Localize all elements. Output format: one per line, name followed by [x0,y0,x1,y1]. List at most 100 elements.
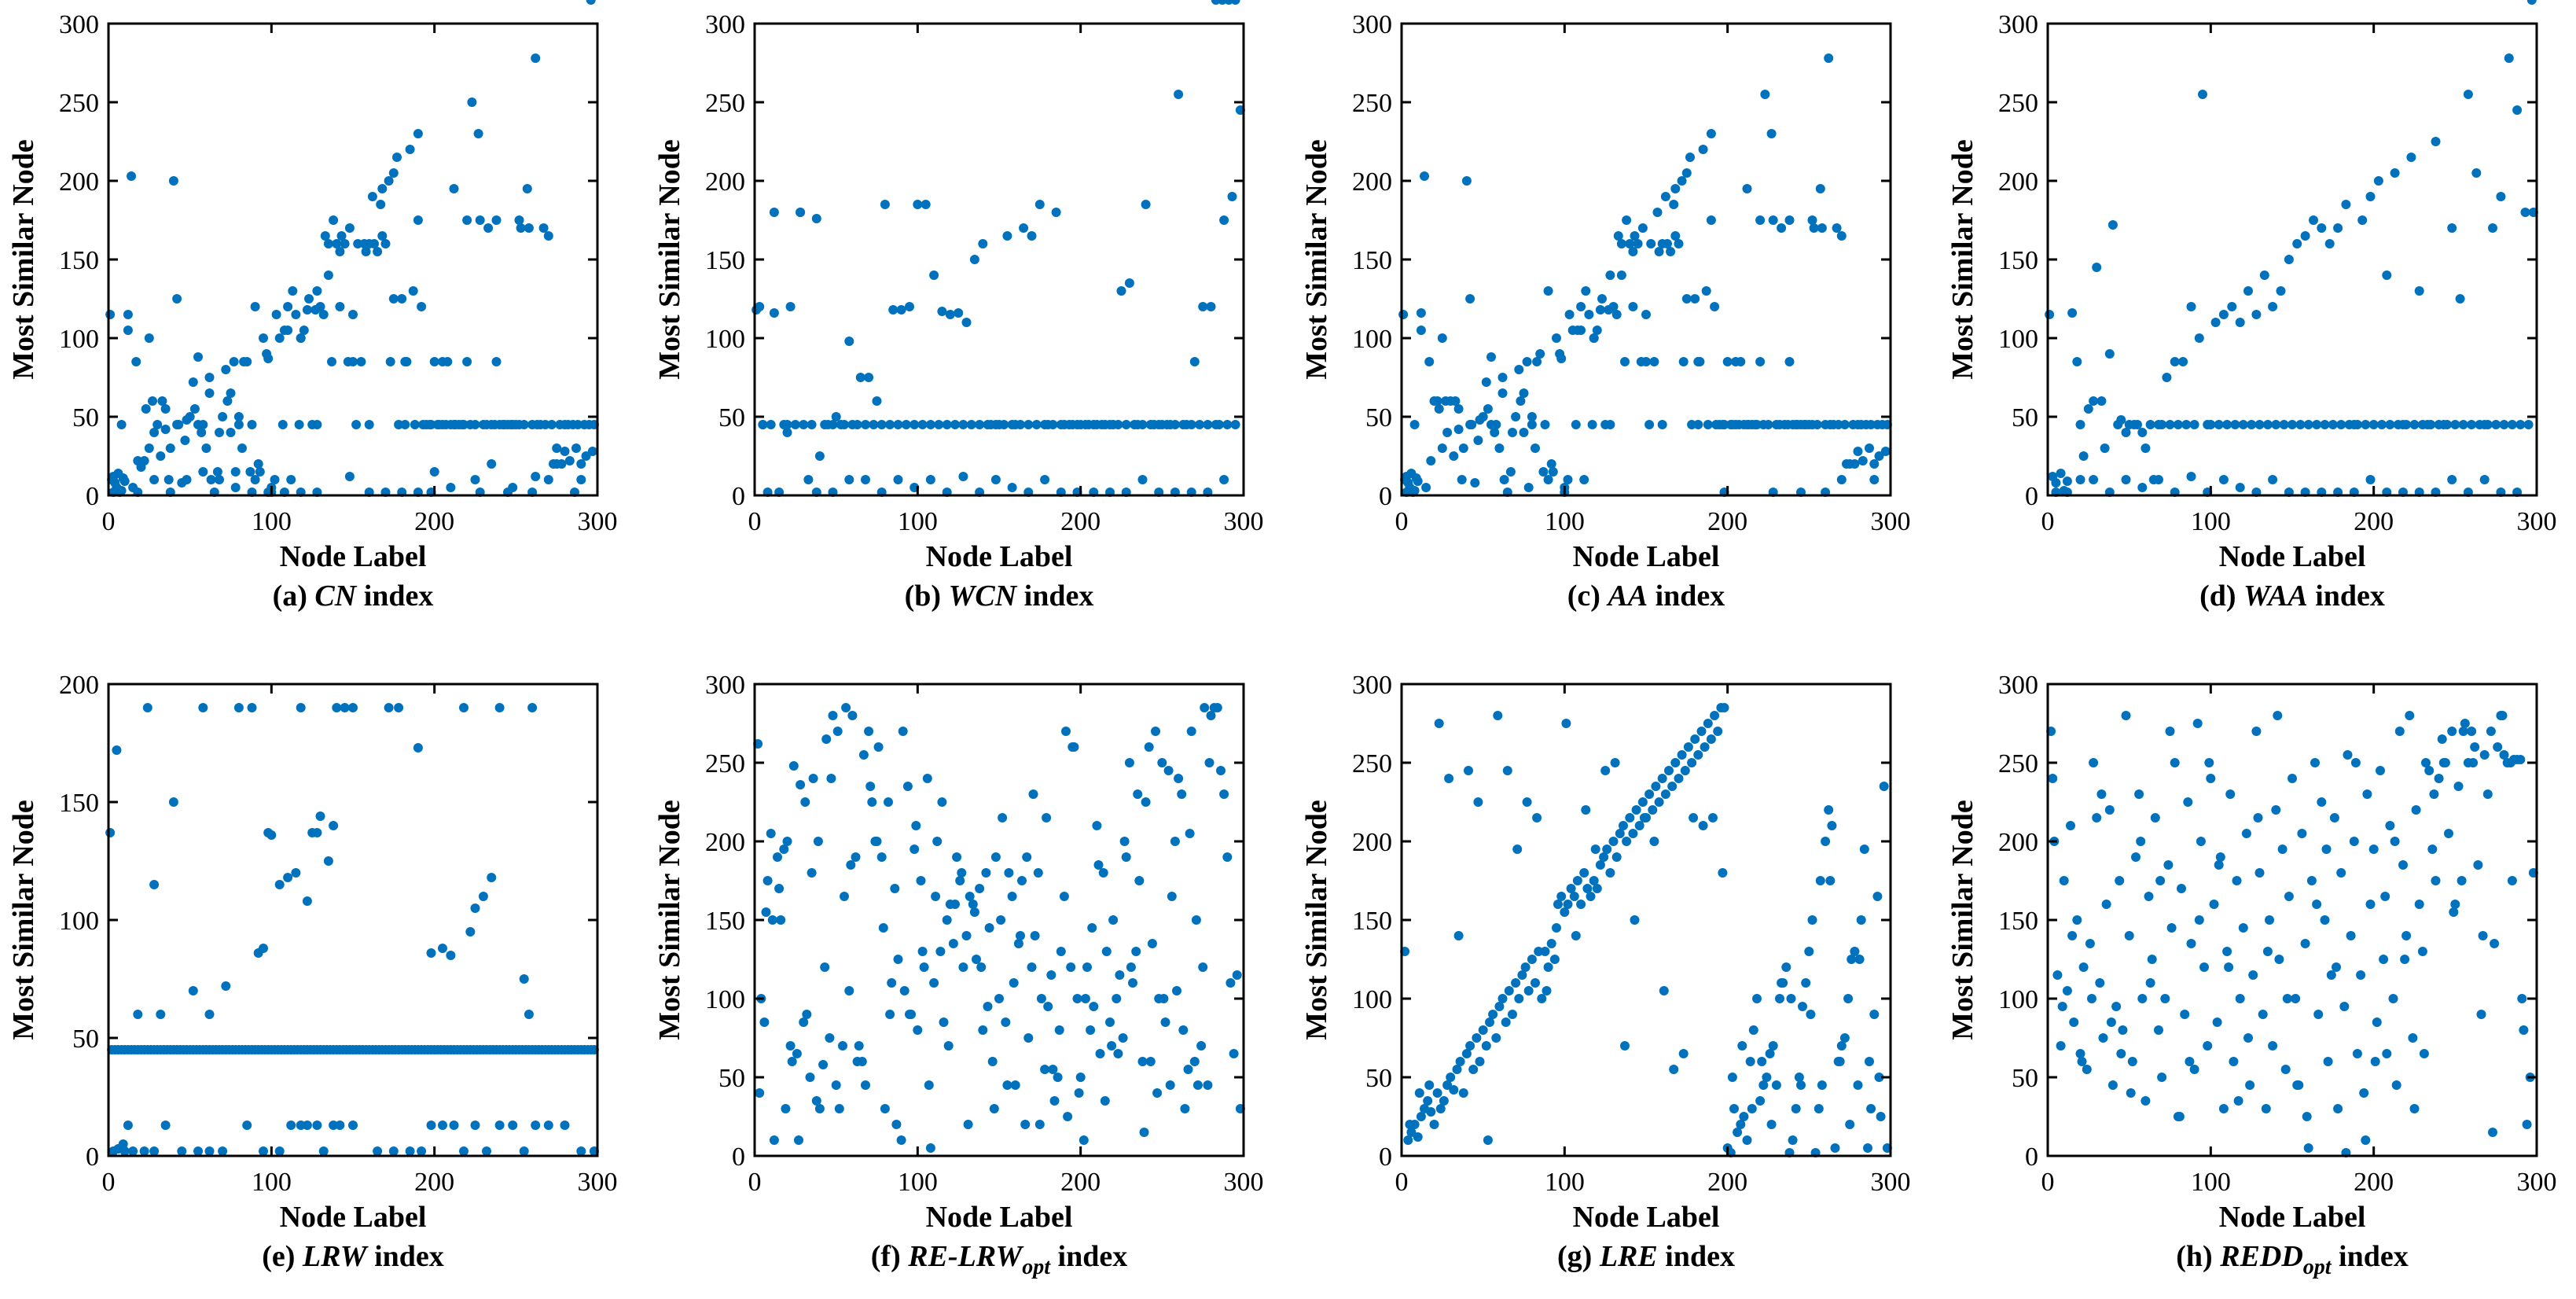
data-point [2479,750,2490,760]
data-point [1002,1080,1012,1090]
data-point [2438,758,2449,767]
data-point [1874,1073,1884,1082]
data-point [2504,53,2514,63]
data-point [2274,955,2284,964]
data-point [1613,231,1623,241]
data-point [929,270,939,280]
data-point [233,420,244,429]
data-point [1839,420,1850,429]
data-point [1485,1017,1494,1027]
data-point [2326,970,2336,980]
data-point [1633,239,1643,248]
data-point [796,780,806,789]
data-point [1553,900,1563,909]
data-point [1426,456,1436,466]
data-point [508,483,518,492]
data-point [1813,1104,1824,1113]
data-point [943,1041,954,1051]
data-point [755,302,765,311]
data-point [2365,900,2376,909]
data-point [1048,1065,1058,1074]
data-point [1416,308,1426,318]
panel-g: 0 100 200 300 0 50 100 150 200 250 300 Node Label Mo… [1300,671,1911,1273]
data-point [560,447,570,456]
data-point [2370,1057,2380,1066]
data-point [873,742,884,752]
data-point [2051,478,2061,488]
data-point [2215,852,2225,862]
data-point [408,286,418,296]
data-point [2414,900,2424,909]
data-point [1016,420,1025,429]
data-point [271,310,281,319]
data-point [1455,1057,1465,1066]
data-point [782,428,792,437]
data-point [1170,837,1180,846]
data-point [942,915,952,925]
data-point [1755,357,1766,366]
data-point [2262,947,2273,956]
data-point [2209,900,2219,909]
data-point [1689,813,1699,822]
data-point [1651,782,1661,791]
data-point [1183,1065,1193,1074]
data-point [274,1146,285,1156]
data-point [188,377,198,387]
series-points [753,0,1245,1153]
data-point [978,239,988,248]
data-point [1880,447,1891,456]
data-point [1687,758,1697,767]
data-point [2243,286,2253,296]
data-point [1483,404,1493,414]
data-point [1853,447,1863,456]
data-point [2499,420,2509,429]
data-point [955,876,965,885]
data-point [1444,774,1454,783]
data-point [961,931,972,940]
data-point [954,308,964,318]
data-point [576,459,586,469]
data-point [250,475,260,484]
data-point [2145,978,2155,988]
x-tick-label: 0 [1395,1168,1409,1197]
data-point [861,420,870,429]
data-point [344,472,355,481]
data-point [1690,734,1700,744]
data-point [1670,231,1681,241]
data-point [1556,892,1567,901]
data-point [2204,758,2214,767]
data-point [1595,860,1605,870]
data-point [2075,420,2085,429]
data-point [123,1121,133,1130]
data-point [1710,711,1720,720]
data-point [438,1121,447,1130]
data-point [327,357,336,366]
data-point [779,845,789,854]
data-point [1876,1112,1886,1121]
data-point [1748,1025,1758,1035]
data-point [818,1060,829,1069]
data-point [491,357,502,366]
data-point [494,703,505,712]
data-point [1537,994,1547,1003]
data-point [329,215,339,225]
data-point [2434,774,2444,783]
data-point [1113,1049,1123,1058]
data-point [487,873,497,882]
data-point [2254,868,2265,878]
y-tick-label: 50 [2012,403,2038,432]
data-point [852,420,862,429]
data-point [1420,171,1429,181]
data-point [1095,1049,1105,1058]
data-point [1040,1065,1050,1074]
data-point [2507,876,2517,885]
data-point [116,486,127,495]
data-point [2210,318,2221,327]
data-point [1033,868,1043,878]
data-point [885,1010,895,1019]
data-point [2457,876,2467,885]
data-point [1854,955,1865,964]
data-point [1762,1073,1772,1082]
data-point [876,420,887,429]
data-point [156,451,166,461]
